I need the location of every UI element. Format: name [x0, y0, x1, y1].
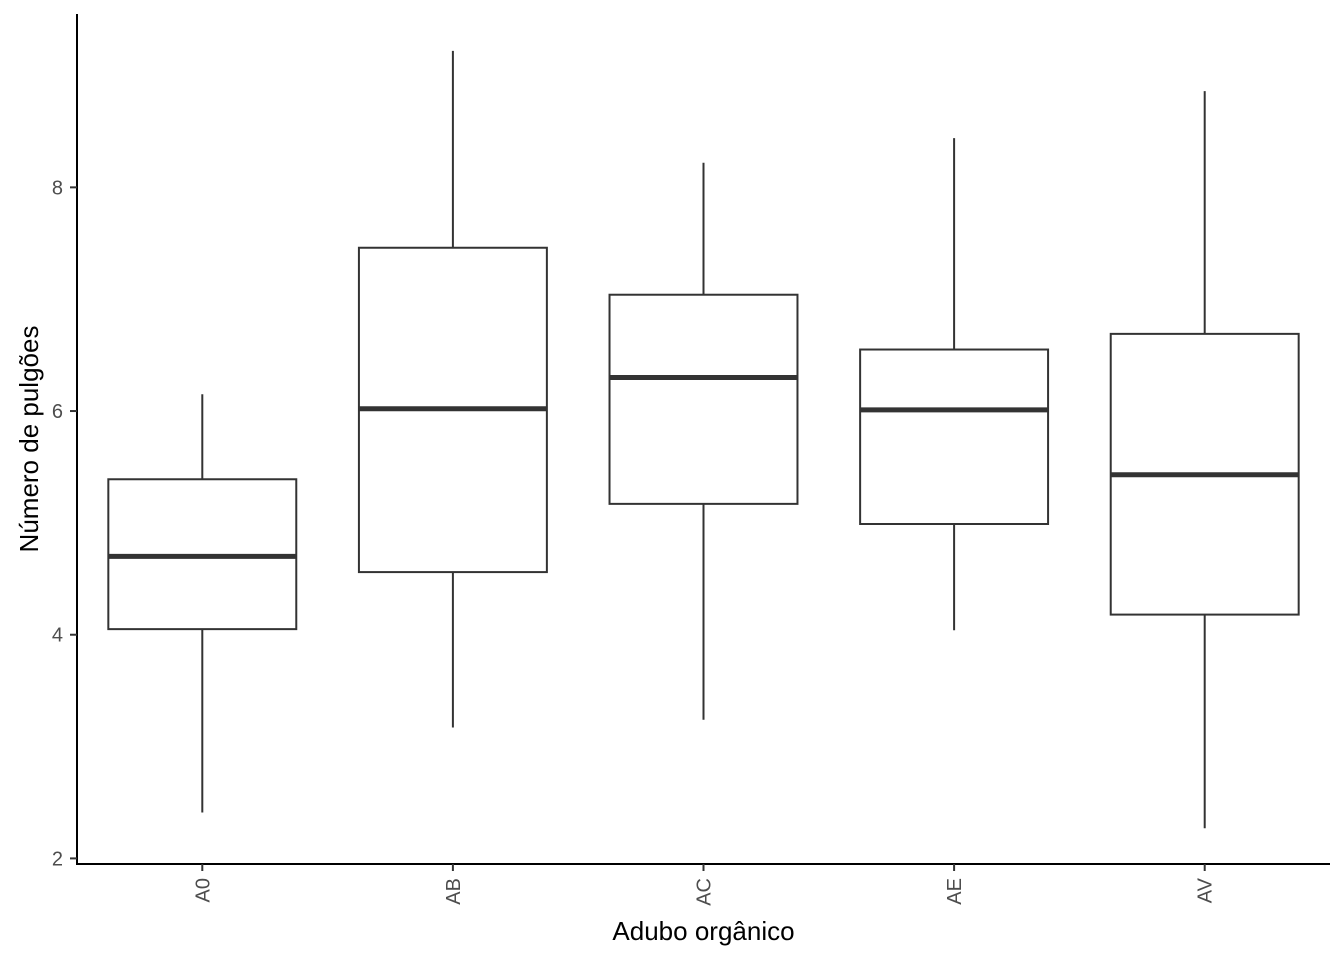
y-tick-label: 8	[52, 177, 63, 199]
boxes-layer	[107, 50, 1300, 829]
y-tick-label: 6	[52, 401, 63, 423]
x-ticks: A0 AB AC AE AV	[192, 864, 1217, 906]
x-tick-label: AV	[1195, 877, 1217, 903]
x-tick-label: AE	[944, 878, 966, 905]
x-tick-label: AB	[443, 878, 465, 905]
box-ac	[608, 162, 799, 720]
x-tick-label: A0	[192, 878, 214, 902]
x-tick-label: AC	[694, 878, 716, 906]
box-a0	[107, 394, 298, 813]
y-ticks: 2 4 6 8	[52, 177, 77, 870]
box-ab	[357, 50, 548, 728]
box-av	[1109, 91, 1300, 829]
x-axis-title: Adubo orgânico	[612, 916, 794, 946]
y-tick-label: 4	[52, 625, 63, 647]
box-ae	[859, 138, 1050, 631]
y-axis-title: Número de pulgões	[14, 326, 44, 553]
y-tick-label: 2	[52, 848, 63, 870]
box-iqr	[608, 293, 799, 505]
box-iqr	[859, 348, 1050, 525]
